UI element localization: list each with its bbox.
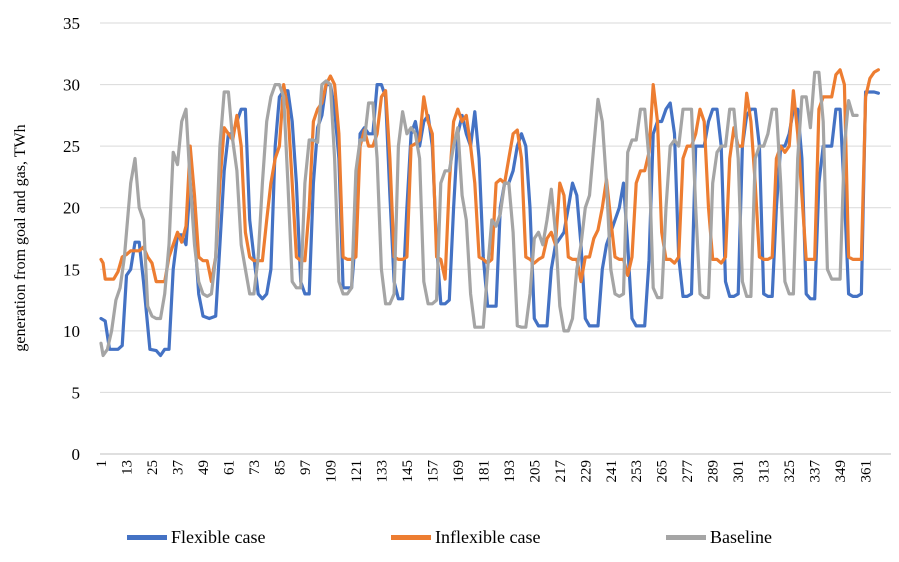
x-tick-label: 85 (272, 460, 288, 475)
x-tick-label: 229 (578, 460, 594, 483)
x-tick-label: 61 (221, 460, 237, 475)
x-tick-label: 205 (527, 460, 543, 483)
x-tick-label: 37 (170, 460, 186, 476)
x-tick-label: 1 (94, 460, 110, 468)
x-tick-label: 277 (680, 460, 696, 483)
legend-label-flexible: Flexible case (171, 526, 266, 547)
legend-swatch-inflexible (391, 534, 431, 540)
x-tick-label: 133 (374, 460, 390, 483)
x-tick-label: 301 (731, 460, 747, 483)
y-tick-label: 35 (63, 14, 80, 33)
legend-swatch-flexible (127, 534, 167, 540)
tick-labels: 0 5 10 15 20 25 30 35 1 13 25 37 49 61 73 85 97 109 121 133… (63, 14, 875, 483)
x-tick-label: 13 (119, 460, 135, 475)
y-tick-label: 10 (63, 322, 80, 341)
legend-item-baseline: Baseline (666, 522, 772, 552)
legend-label-inflexible: Inflexible case (435, 526, 541, 547)
gridlines (100, 22, 891, 393)
y-tick-label: 30 (63, 76, 80, 95)
x-tick-label: 361 (859, 460, 875, 483)
x-tick-label: 289 (706, 460, 722, 483)
y-tick-label: 5 (72, 383, 81, 402)
x-tick-label: 97 (298, 460, 314, 476)
x-tick-label: 313 (757, 460, 773, 483)
x-tick-label: 25 (145, 460, 161, 475)
y-axis-label: generation from goal and gas, TWh (12, 124, 29, 351)
x-tick-label: 325 (782, 460, 798, 483)
x-tick-label: 349 (833, 460, 849, 483)
y-tick-label: 0 (72, 445, 81, 464)
x-tick-label: 73 (247, 460, 263, 475)
x-tick-label: 49 (196, 460, 212, 475)
x-tick-label: 181 (476, 460, 492, 483)
x-tick-label: 193 (502, 460, 518, 483)
y-tick-label: 25 (63, 137, 80, 156)
y-tick-label: 15 (63, 260, 80, 279)
x-tick-label: 217 (553, 460, 569, 483)
series-line-baseline (99, 70, 859, 358)
series-line-flexible-case (99, 83, 880, 358)
x-tick-label: 265 (655, 460, 671, 483)
x-tick-label: 337 (808, 460, 824, 483)
x-tick-label: 109 (323, 460, 339, 483)
legend-swatch-baseline (666, 534, 706, 540)
x-tick-label: 121 (349, 460, 365, 483)
legend-item-flexible: Flexible case (127, 522, 265, 552)
legend-label-baseline: Baseline (710, 526, 772, 547)
legend: Flexible case Inflexible case Baseline (0, 522, 899, 552)
x-tick-label: 169 (451, 460, 467, 483)
x-tick-label: 157 (425, 460, 441, 483)
x-tick-label: 241 (604, 460, 620, 483)
series (99, 68, 880, 358)
legend-item-inflexible: Inflexible case (391, 522, 540, 552)
x-tick-label: 145 (400, 460, 416, 483)
y-tick-label: 20 (63, 199, 80, 218)
x-tick-label: 253 (629, 460, 645, 483)
